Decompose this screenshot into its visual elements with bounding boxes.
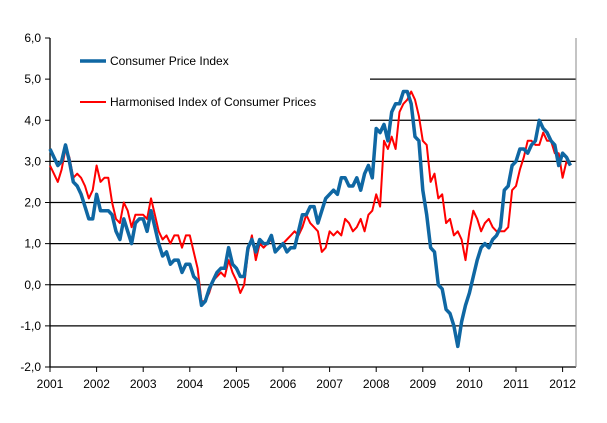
x-tick-label: 2007 bbox=[316, 377, 343, 391]
y-tick-label: 3,0 bbox=[24, 154, 41, 168]
x-tick-label: 2011 bbox=[503, 377, 529, 391]
y-tick-label: 5,0 bbox=[24, 72, 41, 86]
axes: -2,0 -1,0 0,0 1,0 2,0 3,0 4,0 5,0 6,0 2001 2002 200… bbox=[20, 31, 577, 391]
x-tick-label: 2009 bbox=[409, 377, 436, 391]
x-tick-label: 2008 bbox=[363, 377, 390, 391]
series-lines bbox=[48, 89, 572, 349]
x-tick-label: 2001 bbox=[37, 377, 64, 391]
y-tick-label: -2,0 bbox=[20, 360, 41, 374]
y-tick-label: 0,0 bbox=[24, 278, 41, 292]
x-tick-label: 2010 bbox=[456, 377, 483, 391]
y-tick-label: 6,0 bbox=[24, 31, 41, 45]
legend: Consumer Price Index Harmonised Index of… bbox=[80, 54, 316, 109]
series-line-cpi bbox=[48, 89, 572, 349]
y-tick-label: -1,0 bbox=[20, 319, 41, 333]
y-tick-label: 2,0 bbox=[24, 196, 41, 210]
x-tick-label: 2004 bbox=[176, 377, 203, 391]
x-tick-label: 2005 bbox=[223, 377, 250, 391]
y-tick-label: 1,0 bbox=[24, 237, 41, 251]
series-line-hicp bbox=[49, 90, 572, 303]
gridlines bbox=[50, 78, 576, 327]
x-tick-label: 2003 bbox=[130, 377, 157, 391]
x-tick-label: 2002 bbox=[83, 377, 110, 391]
x-tick-label: 2012 bbox=[549, 377, 576, 391]
legend-label-cpi: Consumer Price Index bbox=[110, 54, 229, 68]
x-tick-label: 2006 bbox=[270, 377, 297, 391]
y-tick-label: 4,0 bbox=[24, 113, 41, 127]
legend-label-hicp: Harmonised Index of Consumer Prices bbox=[110, 95, 316, 109]
